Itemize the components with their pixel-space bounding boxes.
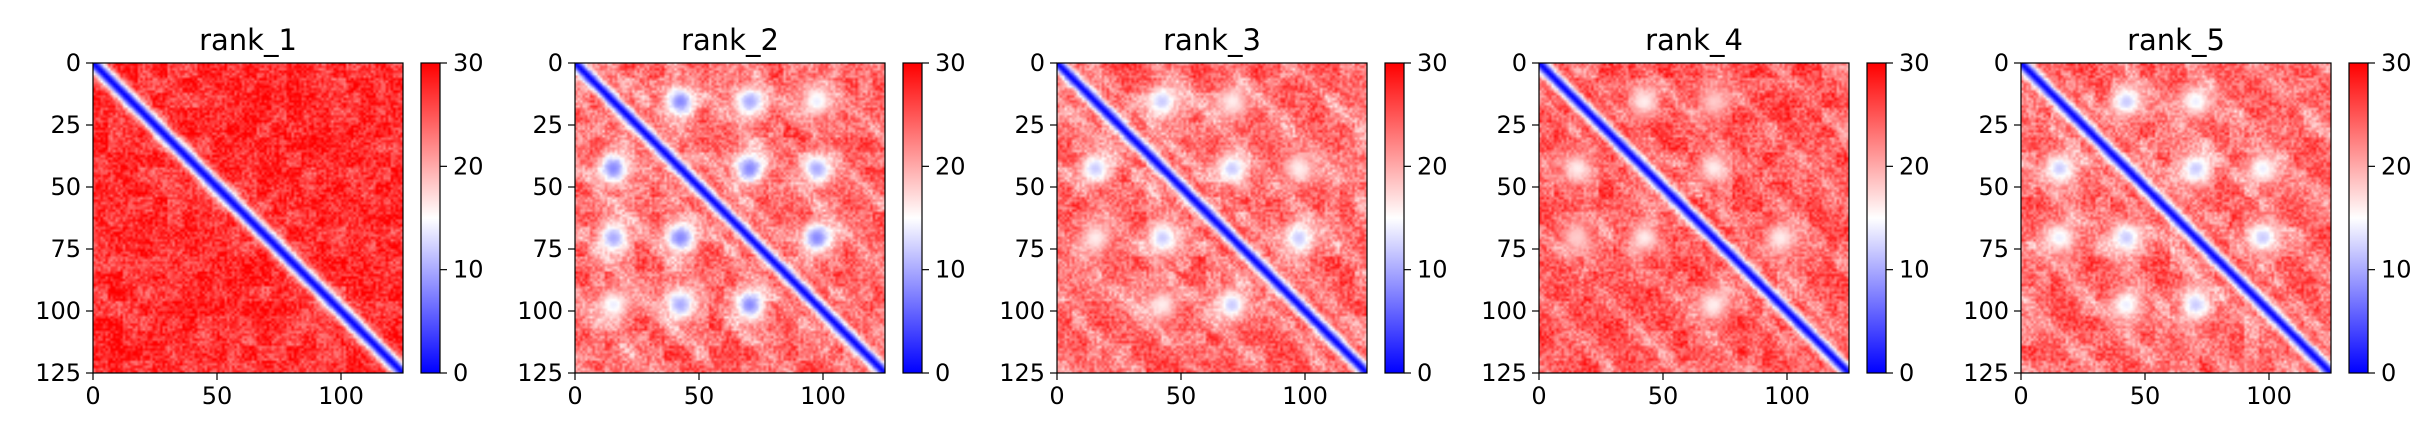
colorbar (902, 62, 923, 374)
x-tick-label: 0 (1531, 382, 1546, 410)
y-tick-label: 100 (35, 297, 81, 325)
y-tick-label: 75 (1978, 235, 2009, 263)
y-tick-label: 25 (532, 111, 563, 139)
y-tick-label: 0 (66, 49, 81, 77)
colorbar-tick-label: 0 (1899, 359, 1914, 387)
y-tick-label: 50 (532, 173, 563, 201)
y-tick-label: 0 (548, 49, 563, 77)
heatmap-image (1539, 63, 1849, 373)
x-tick-label: 0 (85, 382, 100, 410)
y-tick-label: 100 (517, 297, 563, 325)
x-tick-label: 0 (2013, 382, 2028, 410)
x-tick-label: 100 (2246, 382, 2292, 410)
y-tick-label: 125 (517, 359, 563, 387)
y-tick-label: 25 (1496, 111, 1527, 139)
heatmap-image (575, 63, 885, 373)
colorbar (1866, 62, 1887, 374)
colorbar-tick-label: 20 (1899, 152, 1930, 180)
panel-title: rank_5 (2127, 23, 2225, 57)
y-tick-label: 125 (35, 359, 81, 387)
colorbar-tick-label: 30 (1899, 49, 1930, 77)
colorbar-tick-label: 0 (935, 359, 950, 387)
panel-title: rank_2 (681, 23, 779, 57)
colorbar (2348, 62, 2369, 374)
colorbar-tick-label: 20 (1417, 152, 1448, 180)
panel-title: rank_3 (1163, 23, 1261, 57)
x-tick-label: 100 (1764, 382, 1810, 410)
x-tick-label: 100 (800, 382, 846, 410)
heatmap-frame (2020, 62, 2332, 374)
y-tick-label: 100 (1963, 297, 2009, 325)
colorbar-tick-label: 0 (1417, 359, 1432, 387)
y-tick-label: 0 (1994, 49, 2009, 77)
colorbar-tick-label: 30 (2381, 49, 2412, 77)
heatmap-frame (92, 62, 404, 374)
y-tick-label: 75 (532, 235, 563, 263)
heatmap-frame (1056, 62, 1368, 374)
panel-title: rank_1 (199, 23, 297, 57)
y-tick-label: 0 (1030, 49, 1045, 77)
colorbar-tick-label: 30 (935, 49, 966, 77)
colorbar-tick-label: 20 (2381, 152, 2412, 180)
colorbar-tick-label: 30 (1417, 49, 1448, 77)
heatmap-image (2021, 63, 2331, 373)
x-tick-label: 50 (202, 382, 233, 410)
y-tick-label: 25 (50, 111, 81, 139)
colorbar-tick-label: 0 (453, 359, 468, 387)
y-tick-label: 75 (1496, 235, 1527, 263)
y-tick-label: 75 (1014, 235, 1045, 263)
x-tick-label: 0 (567, 382, 582, 410)
colorbar (1384, 62, 1405, 374)
heatmap-image (1057, 63, 1367, 373)
y-tick-label: 100 (1481, 297, 1527, 325)
y-tick-label: 125 (1481, 359, 1527, 387)
x-tick-label: 100 (1282, 382, 1328, 410)
heatmap-frame (1538, 62, 1850, 374)
y-tick-label: 0 (1512, 49, 1527, 77)
y-tick-label: 125 (1963, 359, 2009, 387)
x-tick-label: 100 (318, 382, 364, 410)
y-tick-label: 50 (1978, 173, 2009, 201)
colorbar-tick-label: 10 (2381, 256, 2412, 284)
y-tick-label: 100 (999, 297, 1045, 325)
colorbar-tick-label: 10 (1417, 256, 1448, 284)
y-tick-label: 125 (999, 359, 1045, 387)
x-tick-label: 0 (1049, 382, 1064, 410)
x-tick-label: 50 (1166, 382, 1197, 410)
x-tick-label: 50 (1648, 382, 1679, 410)
y-tick-label: 25 (1978, 111, 2009, 139)
colorbar-tick-label: 0 (2381, 359, 2396, 387)
y-tick-label: 25 (1014, 111, 1045, 139)
colorbar-tick-label: 10 (453, 256, 484, 284)
panel-title: rank_4 (1645, 23, 1743, 57)
y-tick-label: 50 (1014, 173, 1045, 201)
colorbar-tick-label: 10 (1899, 256, 1930, 284)
colorbar-tick-label: 20 (935, 152, 966, 180)
heatmap-frame (574, 62, 886, 374)
heatmap-image (93, 63, 403, 373)
colorbar-tick-label: 30 (453, 49, 484, 77)
y-tick-label: 50 (1496, 173, 1527, 201)
colorbar-tick-label: 10 (935, 256, 966, 284)
colorbar-tick-label: 20 (453, 152, 484, 180)
x-tick-label: 50 (684, 382, 715, 410)
colorbar (420, 62, 441, 374)
x-tick-label: 50 (2130, 382, 2161, 410)
y-tick-label: 75 (50, 235, 81, 263)
y-tick-label: 50 (50, 173, 81, 201)
